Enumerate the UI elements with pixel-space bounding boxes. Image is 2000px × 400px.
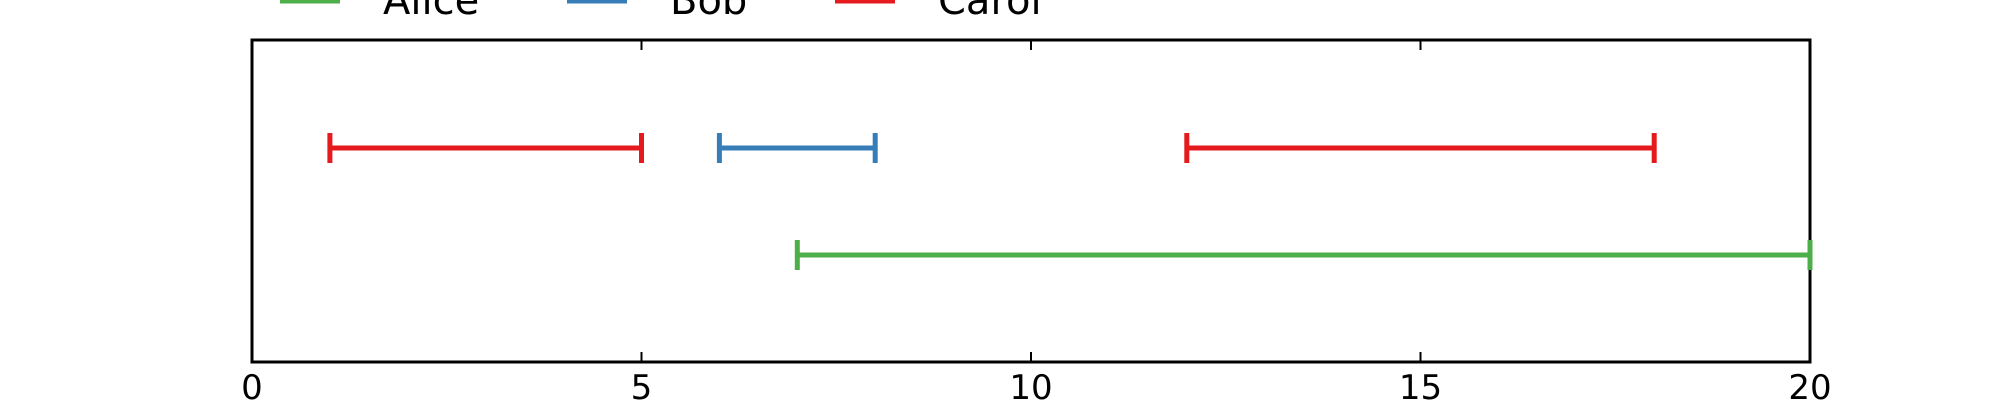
legend-item-alice: Alice <box>280 0 479 24</box>
interval-alice <box>794 240 1813 270</box>
x-axis-tick-labels: 0 5 10 15 20 <box>241 368 1831 400</box>
legend: Alice Bob Carol <box>280 0 1042 24</box>
x-tick-label: 5 <box>631 368 653 400</box>
interval-carol <box>327 133 644 163</box>
legend-item-bob: Bob <box>567 0 747 24</box>
x-tick-label: 0 <box>241 368 263 400</box>
legend-label: Carol <box>938 0 1042 24</box>
x-tick-label: 15 <box>1399 368 1442 400</box>
plot-frame <box>250 38 1812 364</box>
x-tick-label: 20 <box>1788 368 1831 400</box>
legend-label: Alice <box>383 0 479 24</box>
x-axis-ticks <box>251 40 1811 362</box>
x-tick-label: 10 <box>1009 368 1052 400</box>
legend-label: Bob <box>670 0 747 24</box>
legend-item-carol: Carol <box>835 0 1042 24</box>
interval-bob <box>716 133 878 163</box>
interval-bars <box>327 133 1813 270</box>
interval-carol <box>1184 133 1657 163</box>
